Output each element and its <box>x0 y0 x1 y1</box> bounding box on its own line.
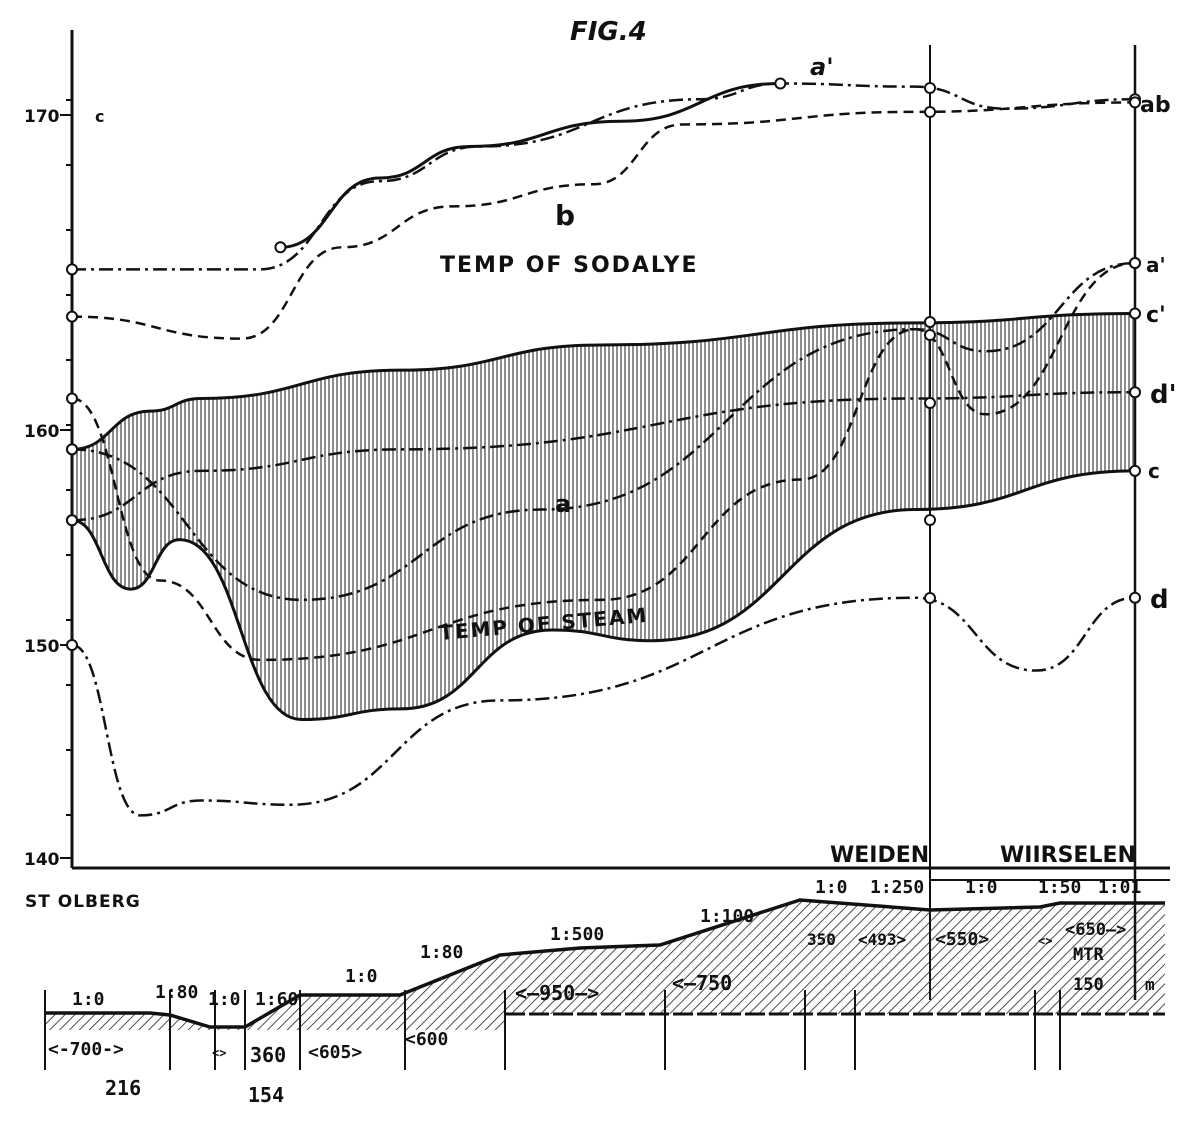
profile-distance-label: <> <box>1038 934 1052 948</box>
right-label-c: c <box>1148 459 1160 483</box>
series-endpoint-1 <box>774 77 787 90</box>
profile-gradient-label: 1:500 <box>550 924 604 945</box>
profile-distance-label: 350 <box>807 930 836 949</box>
annotation-sodalye: TEMP OF SODALYE <box>440 253 699 278</box>
station-marker <box>924 316 936 328</box>
profile-gradient-label: 1:0 <box>815 877 848 898</box>
series-line-2 <box>71 101 1136 340</box>
profile-gradient-label: 1:100 <box>700 906 754 927</box>
y-tick-label: 170 <box>24 107 60 127</box>
profile-gradient-label: 1:0 <box>965 877 998 898</box>
series-endpoint-7 <box>66 392 78 405</box>
profile-distance-label: <605> <box>308 1042 362 1063</box>
profile-distance-label: 150 <box>1073 975 1104 995</box>
profile-mask <box>40 1030 510 1060</box>
inline-label-b: b <box>555 199 575 232</box>
y-tick-label: 150 <box>24 637 60 657</box>
profile-gradient-label: 1:80 <box>155 982 198 1003</box>
series-line-0 <box>72 82 1136 271</box>
series-endpoint-4 <box>1129 464 1141 477</box>
right-label-ab: ab <box>1140 93 1171 118</box>
series-endpoint-2 <box>66 310 78 323</box>
track-profile: 1:0 1:80 1:0 1:60 1:0 1:80 1:500 1:100 1:0 1:250 1… <box>40 877 1170 1107</box>
series-endpoint-1 <box>274 241 287 254</box>
series-endpoint-6 <box>66 514 78 527</box>
profile-distance-label: <-700-> <box>48 1039 124 1060</box>
profile-mask <box>505 1014 1170 1064</box>
profile-distance-label: <650—> <box>1065 920 1126 940</box>
right-label-a-prime: a' <box>1146 253 1166 277</box>
series-endpoint-3 <box>1129 307 1141 320</box>
station-st-olberg: ST OLBERG <box>25 892 141 912</box>
figure-title: FIG.4 <box>570 17 647 47</box>
series-line-1 <box>280 82 781 249</box>
profile-distance-label: 154 <box>248 1083 284 1107</box>
profile-distance-label: MTR <box>1073 945 1104 965</box>
station-marker <box>924 82 936 94</box>
series-endpoint-8 <box>1129 591 1141 604</box>
series-endpoint-7 <box>1129 257 1141 270</box>
profile-gradient-label: 1:0 <box>72 989 105 1010</box>
profile-gradient-label: 1:60 <box>255 989 298 1010</box>
profile-gradient-label: 1:0 <box>208 989 241 1010</box>
profile-gradient-label: 1:01 <box>1098 877 1141 898</box>
series-endpoint-6 <box>1129 386 1141 399</box>
right-label-d-prime: d' <box>1150 380 1177 410</box>
profile-ground-line <box>45 898 1165 1029</box>
series-line-5 <box>71 261 1136 602</box>
series-line-7 <box>71 261 1136 662</box>
profile-gradient-label: 1:250 <box>870 877 924 898</box>
station-weiden: WEIDEN <box>830 843 929 868</box>
inline-label-a-prime: a' <box>810 53 834 81</box>
station-wiirselen: WIIRSELEN <box>1000 843 1136 868</box>
y-tick-label: 160 <box>24 422 60 442</box>
plot-area: 140 150 160 170 <box>24 30 1170 1000</box>
profile-distance-label: <550> <box>935 929 989 950</box>
station-marker <box>924 592 936 604</box>
profile-distance-label: m <box>1145 975 1155 994</box>
inline-label-a: a <box>555 490 571 518</box>
series-endpoint-2 <box>1129 96 1141 109</box>
series-line-8 <box>71 596 1136 817</box>
profile-embankment <box>45 900 1165 1045</box>
series-endpoint-0 <box>66 263 78 276</box>
profile-distance-label: 216 <box>105 1076 141 1100</box>
station-marker <box>924 514 936 526</box>
station-marker <box>924 106 936 118</box>
profile-gradient-label: 1:0 <box>345 966 378 987</box>
profile-distance-label: <493> <box>858 930 906 949</box>
y-tick-label: 140 <box>24 850 60 870</box>
profile-gradient-label: 1:50 <box>1038 877 1081 898</box>
series-line-4 <box>71 469 1136 722</box>
profile-distance-label: <> <box>212 1046 226 1060</box>
profile-distance-label: <600 <box>405 1029 448 1050</box>
right-label-d: d <box>1150 585 1169 615</box>
series-endpoint-5 <box>66 443 78 456</box>
steam-temperature-band <box>72 313 1135 720</box>
station-marker <box>924 397 936 409</box>
right-label-c-prime: c' <box>1146 303 1166 328</box>
profile-gradient-label: 1:80 <box>420 942 463 963</box>
series-endpoint-8 <box>66 639 78 651</box>
station-marker <box>924 329 936 341</box>
profile-distance-label: <—750 <box>672 971 732 995</box>
profile-distance-label: 360 <box>250 1043 286 1067</box>
profile-distance-label: <—950—> <box>515 981 599 1005</box>
series-line-6 <box>71 390 1136 522</box>
left-label-c: c <box>95 107 104 126</box>
